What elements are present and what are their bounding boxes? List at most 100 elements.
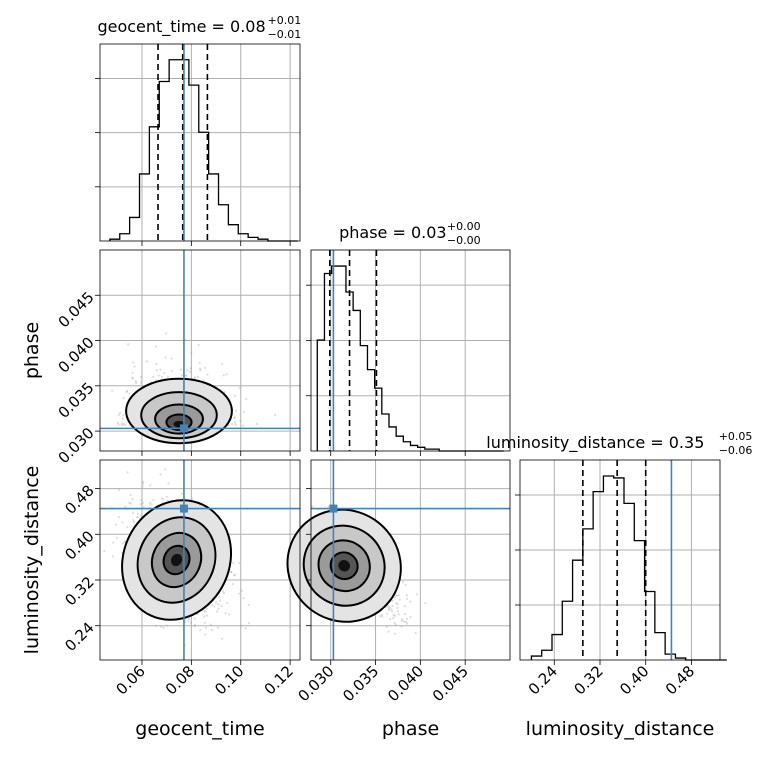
sample-point xyxy=(379,615,382,618)
sample-point xyxy=(187,620,190,623)
sample-point xyxy=(199,629,202,632)
sample-point xyxy=(391,599,394,602)
title-phase: phase = 0.03 xyxy=(339,223,446,242)
sample-point xyxy=(242,424,245,427)
sample-point xyxy=(126,526,129,529)
x-tick-label: 0.08 xyxy=(162,662,198,698)
x-tick-label: 0.035 xyxy=(339,662,382,705)
contour-line xyxy=(317,539,371,593)
sample-point xyxy=(238,387,241,390)
sample-point xyxy=(162,498,165,501)
sample-point xyxy=(414,631,417,635)
title-sub: −0.06 xyxy=(719,444,753,457)
sample-point xyxy=(233,573,237,576)
sample-point xyxy=(152,375,155,378)
sample-point xyxy=(129,493,132,497)
sample-point xyxy=(186,369,189,372)
sample-point xyxy=(209,623,213,626)
sample-point xyxy=(116,421,119,424)
sample-point xyxy=(226,601,229,604)
panel-frame xyxy=(310,459,511,661)
sample-point xyxy=(155,363,158,366)
sample-point xyxy=(166,375,170,378)
sample-point xyxy=(165,624,169,627)
sample-point xyxy=(189,367,192,370)
x-tick-label: 0.030 xyxy=(294,662,337,705)
sample-point xyxy=(127,343,130,346)
sample-point xyxy=(393,596,396,599)
sample-point xyxy=(121,542,125,545)
sample-point xyxy=(220,605,223,608)
histogram-phase xyxy=(316,265,504,452)
sample-point xyxy=(403,620,406,623)
contour-line xyxy=(150,531,203,589)
sample-point xyxy=(103,550,106,553)
sample-point xyxy=(396,603,399,606)
sample-point xyxy=(327,505,330,508)
sample-point xyxy=(159,625,163,628)
sample-point xyxy=(393,614,396,618)
x-tick-label: 0.045 xyxy=(429,662,472,705)
sample-point xyxy=(189,370,192,373)
sample-point xyxy=(142,482,145,485)
title-sup: +0.01 xyxy=(268,14,302,27)
sample-point xyxy=(199,367,202,370)
sample-point xyxy=(130,502,133,505)
y-tick-label: 0.035 xyxy=(55,379,98,422)
sample-point xyxy=(225,373,228,376)
sample-point xyxy=(119,411,122,415)
contour-line xyxy=(136,516,217,604)
sample-point xyxy=(121,417,124,420)
sample-point xyxy=(167,482,170,485)
sample-point xyxy=(221,590,225,593)
title-luminosity_distance: luminosity_distance = 0.35 xyxy=(486,433,704,453)
title-sub: −0.01 xyxy=(268,28,302,41)
x-tick-label: 0.10 xyxy=(211,662,247,698)
diag-frame xyxy=(519,459,721,661)
sample-point xyxy=(126,389,129,392)
sample-point xyxy=(232,561,235,564)
sample-point xyxy=(139,376,143,379)
sample-point xyxy=(224,612,227,615)
sample-point xyxy=(120,423,123,426)
sample-point xyxy=(157,374,160,377)
sample-point xyxy=(213,605,216,608)
sample-point xyxy=(194,623,197,626)
sample-point xyxy=(244,627,247,630)
sample-point xyxy=(403,605,406,608)
histogram-geocent_time xyxy=(109,59,298,242)
truth-marker xyxy=(179,424,188,433)
sample-point xyxy=(204,610,207,613)
sample-point xyxy=(395,594,399,597)
sample-point xyxy=(230,571,233,574)
y-tick-label: 0.24 xyxy=(61,619,97,655)
sample-point xyxy=(154,345,158,348)
sample-point xyxy=(397,594,400,597)
sample-point xyxy=(240,589,243,592)
sample-point xyxy=(115,536,118,539)
sample-point xyxy=(203,609,206,612)
sample-point xyxy=(405,594,408,597)
sample-point xyxy=(387,630,390,633)
diag-frame xyxy=(99,43,301,242)
y-tick-label: 0.030 xyxy=(55,424,98,467)
truth-marker xyxy=(179,504,188,513)
sample-point xyxy=(233,394,237,397)
sample-point xyxy=(205,607,208,610)
sample-point xyxy=(404,583,407,586)
sample-point xyxy=(387,608,390,612)
sample-point xyxy=(155,369,158,372)
sample-point xyxy=(117,488,121,491)
sample-point xyxy=(400,619,403,623)
sample-point xyxy=(160,497,163,500)
sample-point xyxy=(239,419,242,422)
sample-point xyxy=(134,380,137,383)
sample-point xyxy=(131,376,134,380)
sample-point xyxy=(247,603,250,607)
sample-point xyxy=(122,414,125,417)
truth-marker xyxy=(329,504,338,513)
title-sub: −0.00 xyxy=(447,234,481,247)
y-axis-label-luminosity_distance: luminosity_distance xyxy=(21,466,43,655)
sample-point xyxy=(184,374,187,377)
x-tick-label: 0.06 xyxy=(112,662,148,698)
